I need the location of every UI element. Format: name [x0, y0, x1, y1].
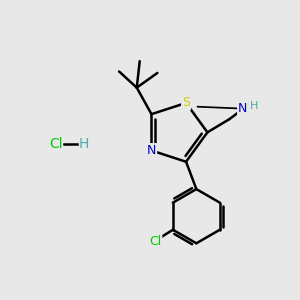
- Text: H: H: [250, 101, 258, 111]
- Text: S: S: [182, 96, 190, 110]
- Text: N: N: [147, 144, 156, 157]
- Text: Cl: Cl: [49, 137, 63, 151]
- Text: H: H: [79, 137, 89, 151]
- Text: Cl: Cl: [149, 235, 161, 248]
- Text: N: N: [238, 102, 248, 115]
